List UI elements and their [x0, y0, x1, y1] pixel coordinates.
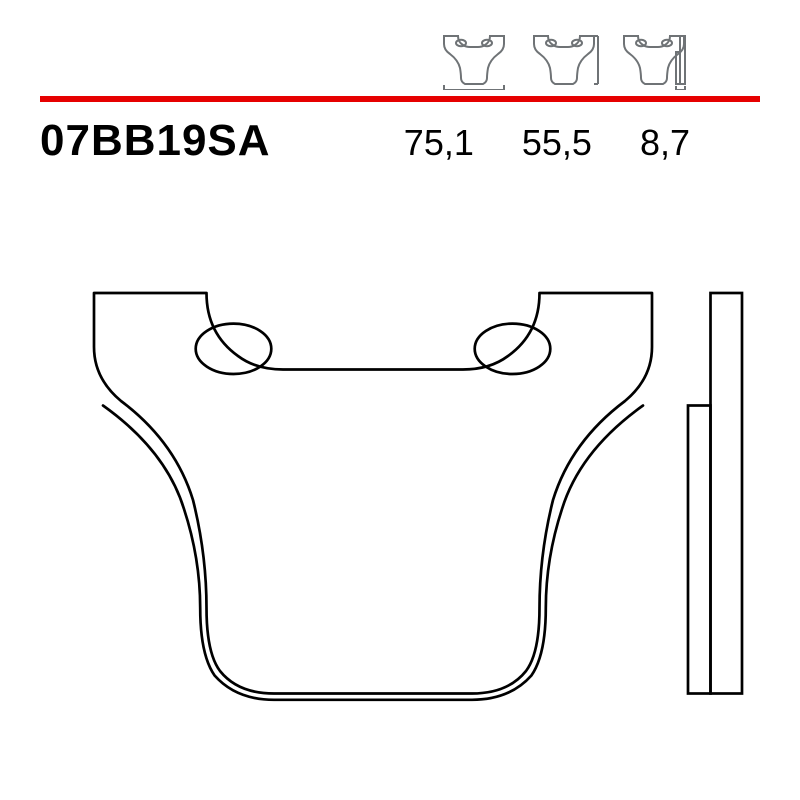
- page: 07BB19SA 75,1 55,5 8,7: [0, 0, 800, 800]
- pad-height-icon: [528, 30, 600, 90]
- pad-thickness-icon: [618, 30, 690, 90]
- part-number: 07BB19SA: [40, 116, 271, 166]
- dim-height: 55,5: [522, 122, 592, 164]
- pad-width-icon: [438, 30, 510, 90]
- mount-hole-right: [475, 324, 551, 374]
- pad-friction-line: [103, 406, 643, 700]
- dim-width: 75,1: [404, 122, 474, 164]
- side-friction: [688, 406, 711, 694]
- accent-divider: [40, 96, 760, 102]
- dimension-icon-row: [40, 30, 760, 90]
- front-view: [94, 293, 652, 700]
- dim-thickness: 8,7: [640, 122, 690, 164]
- header: 07BB19SA 75,1 55,5 8,7: [40, 30, 760, 166]
- technical-drawing: [40, 240, 760, 760]
- spec-row: 07BB19SA 75,1 55,5 8,7: [40, 116, 760, 166]
- dimensions: 75,1 55,5 8,7: [404, 122, 760, 164]
- mount-hole-left: [196, 324, 272, 374]
- side-backplate: [711, 293, 743, 694]
- side-view: [688, 293, 742, 694]
